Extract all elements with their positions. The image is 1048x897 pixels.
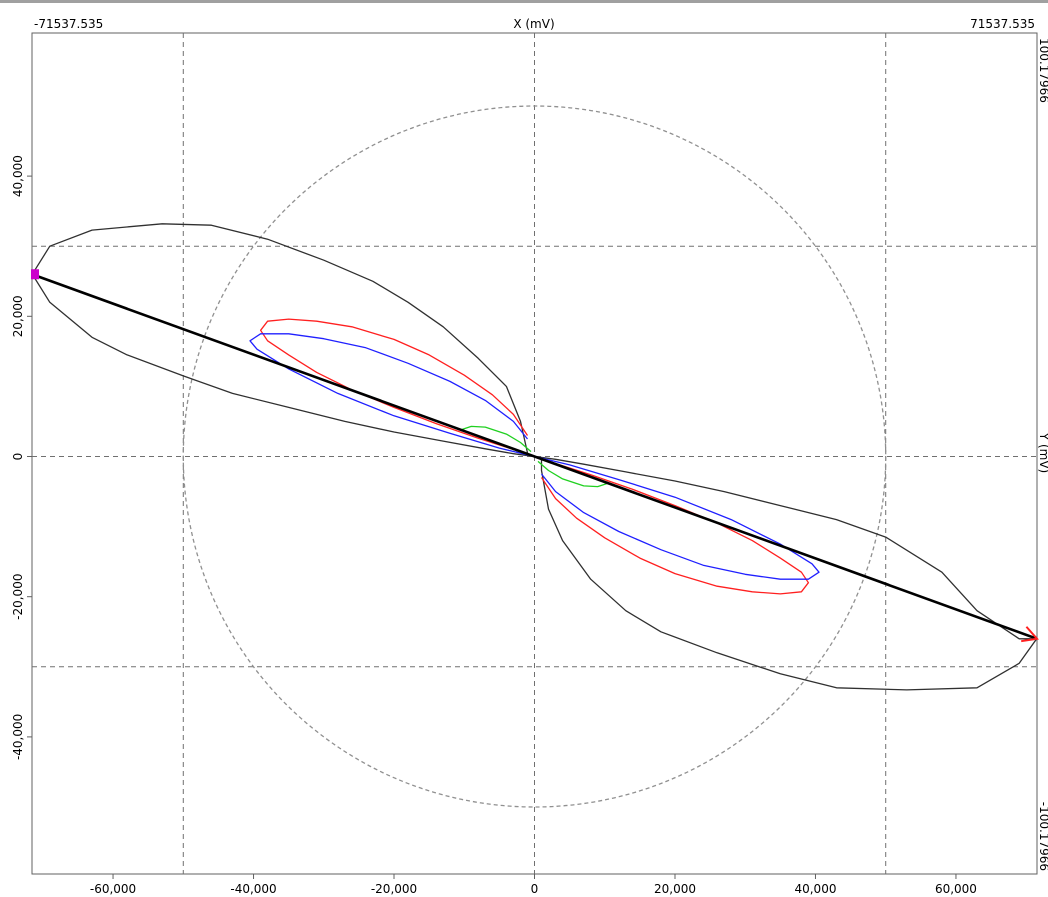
y-tick-label: 0 — [11, 453, 25, 461]
y-min-label: -100.17966 — [1037, 802, 1048, 871]
x-tick-label: -40,000 — [230, 882, 276, 896]
y-tick-label: 40,000 — [11, 155, 25, 197]
y-max-label: 100.17966 — [1037, 38, 1048, 103]
y-tick-label: -40,000 — [11, 714, 25, 760]
x-tick-label: 60,000 — [935, 882, 977, 896]
vector-start-marker[interactable] — [31, 269, 40, 280]
x-tick-label: -60,000 — [90, 882, 136, 896]
x-tick-label: -20,000 — [371, 882, 417, 896]
x-max-label: 71537.535 — [970, 17, 1035, 31]
x-axis-title: X (mV) — [513, 17, 554, 31]
x-tick-label: 40,000 — [794, 882, 836, 896]
reference-circle — [182, 105, 887, 808]
xy-scope-chart[interactable]: -60,000 -40,000 -20,000 0 20,000 40,000 60,000… — [0, 3, 1048, 897]
y-tick-label: 20,000 — [11, 295, 25, 337]
x-min-label: -71537.535 — [34, 17, 103, 31]
vector-line — [31, 273, 1038, 640]
y-tick-label: -20,000 — [11, 574, 25, 620]
plot-area — [31, 32, 1038, 875]
vector-arrowhead[interactable] — [1021, 626, 1039, 643]
y-axis-title: Y (mV) — [1037, 432, 1048, 473]
x-tick-label: 20,000 — [654, 882, 696, 896]
x-tick-label: 0 — [531, 882, 539, 896]
